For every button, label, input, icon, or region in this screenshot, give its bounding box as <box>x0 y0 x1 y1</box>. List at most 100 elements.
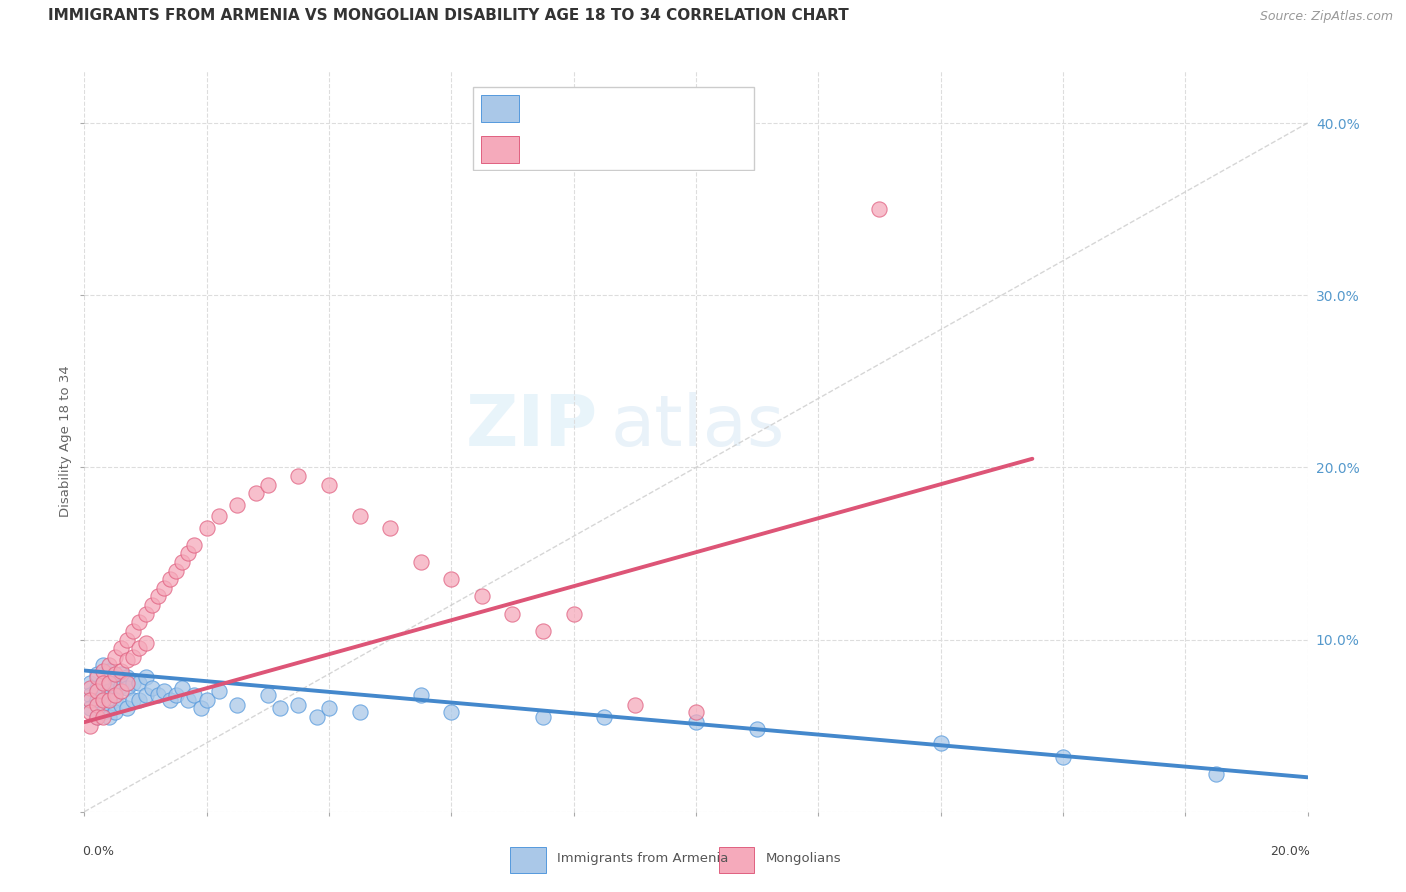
Point <box>86 710 108 724</box>
Point <box>208 508 231 523</box>
Point <box>305 710 328 724</box>
Point <box>97 684 120 698</box>
Point <box>110 667 132 681</box>
Point <box>409 688 432 702</box>
Text: atlas: atlas <box>610 392 785 461</box>
Point <box>91 693 114 707</box>
Point <box>183 688 205 702</box>
Point <box>257 688 280 702</box>
Point <box>97 698 120 712</box>
Point <box>91 705 114 719</box>
Y-axis label: Disability Age 18 to 34: Disability Age 18 to 34 <box>59 366 72 517</box>
Point <box>110 679 132 693</box>
Point <box>115 653 138 667</box>
Bar <box>718 847 754 872</box>
Point <box>349 508 371 523</box>
Text: 20.0%: 20.0% <box>1270 845 1310 858</box>
Point <box>79 701 101 715</box>
Text: Source: ZipAtlas.com: Source: ZipAtlas.com <box>1260 10 1393 23</box>
Point <box>409 555 432 569</box>
Point <box>502 607 524 621</box>
Point <box>97 658 120 673</box>
Point <box>562 607 585 621</box>
Point <box>135 607 157 621</box>
Point <box>128 641 150 656</box>
Point <box>128 615 150 630</box>
Point <box>531 624 554 638</box>
Point <box>122 624 145 638</box>
Point <box>128 693 150 707</box>
Point <box>115 681 138 695</box>
Point <box>86 681 108 695</box>
Point <box>159 572 181 586</box>
Point <box>104 649 127 664</box>
Text: Mongolians: Mongolians <box>766 852 842 865</box>
Point <box>440 705 463 719</box>
Point <box>153 581 176 595</box>
Point <box>380 521 402 535</box>
Point <box>245 486 267 500</box>
Point <box>159 693 181 707</box>
FancyBboxPatch shape <box>472 87 754 170</box>
Bar <box>481 95 519 122</box>
Bar <box>481 136 519 163</box>
Point <box>97 664 120 678</box>
Point <box>110 641 132 656</box>
Point <box>135 670 157 684</box>
Point <box>146 688 169 702</box>
Text: 0.0%: 0.0% <box>82 845 114 858</box>
Point <box>747 722 769 736</box>
Text: Immigrants from Armenia: Immigrants from Armenia <box>557 852 728 865</box>
Point <box>146 590 169 604</box>
Point <box>91 675 114 690</box>
Point <box>79 718 101 732</box>
Point <box>104 681 127 695</box>
Point <box>318 701 340 715</box>
Point <box>190 701 212 715</box>
Point <box>141 598 163 612</box>
Point <box>104 670 127 684</box>
Point <box>104 705 127 719</box>
Point <box>177 693 200 707</box>
Point <box>97 675 120 690</box>
Point <box>869 202 891 216</box>
Point <box>287 698 309 712</box>
Point <box>86 670 108 684</box>
Point <box>165 564 187 578</box>
Text: IMMIGRANTS FROM ARMENIA VS MONGOLIAN DISABILITY AGE 18 TO 34 CORRELATION CHART: IMMIGRANTS FROM ARMENIA VS MONGOLIAN DIS… <box>48 8 848 23</box>
Point <box>195 521 218 535</box>
Point <box>177 546 200 560</box>
Point <box>86 667 108 681</box>
Point <box>1205 767 1227 781</box>
Point <box>593 710 616 724</box>
Point <box>226 698 249 712</box>
Point <box>110 698 132 712</box>
Point <box>97 710 120 724</box>
Point <box>318 477 340 491</box>
Point <box>97 675 120 690</box>
Point <box>183 538 205 552</box>
Point <box>685 715 707 730</box>
Point <box>929 736 952 750</box>
Point <box>86 684 108 698</box>
Point <box>79 681 101 695</box>
Point <box>115 701 138 715</box>
Point <box>165 688 187 702</box>
Point <box>86 693 108 707</box>
Text: R = -0.469    N = 59: R = -0.469 N = 59 <box>530 102 690 115</box>
Point <box>122 675 145 690</box>
Point <box>115 632 138 647</box>
Point <box>79 688 101 702</box>
Point <box>141 681 163 695</box>
Point <box>531 710 554 724</box>
Point <box>128 675 150 690</box>
Point <box>269 701 291 715</box>
Point <box>226 498 249 512</box>
Text: ZIP: ZIP <box>465 392 598 461</box>
Point <box>135 636 157 650</box>
Point <box>685 705 707 719</box>
Point <box>153 684 176 698</box>
Point <box>257 477 280 491</box>
Point <box>91 664 114 678</box>
Point <box>122 649 145 664</box>
